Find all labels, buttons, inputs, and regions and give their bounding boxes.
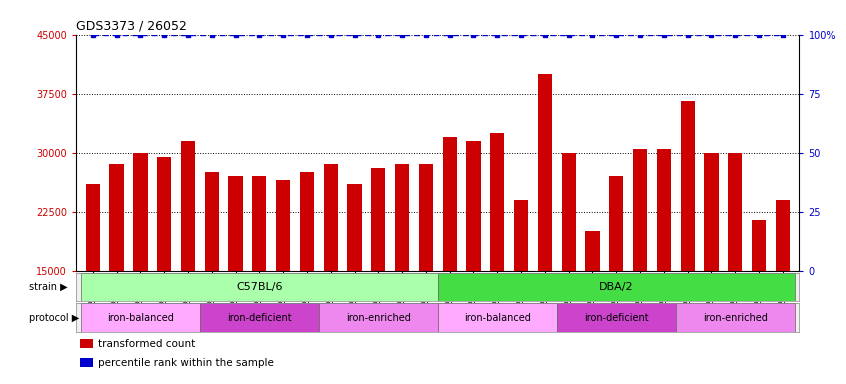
Bar	[633, 149, 647, 384]
Bar	[395, 164, 409, 384]
Text: DBA/2: DBA/2	[599, 282, 634, 292]
Bar	[200, 303, 319, 332]
Text: iron-deficient: iron-deficient	[584, 313, 649, 323]
Bar	[419, 164, 433, 384]
Bar	[442, 137, 457, 384]
Bar	[80, 358, 93, 367]
Text: C57BL/6: C57BL/6	[236, 282, 283, 292]
Bar	[676, 303, 794, 332]
Bar	[437, 303, 557, 332]
Bar	[609, 176, 624, 384]
Text: strain ▶: strain ▶	[29, 282, 68, 292]
Bar	[319, 303, 437, 332]
Bar	[276, 180, 290, 384]
Bar	[371, 169, 386, 384]
Bar	[348, 184, 361, 384]
Bar	[538, 74, 552, 384]
Bar	[81, 273, 437, 301]
Bar	[205, 172, 219, 384]
Bar	[466, 141, 481, 384]
Bar	[752, 220, 766, 384]
Bar	[437, 273, 794, 301]
Bar	[656, 149, 671, 384]
Text: iron-balanced: iron-balanced	[464, 313, 530, 323]
Bar	[728, 153, 742, 384]
Bar	[157, 157, 171, 384]
Bar	[133, 153, 147, 384]
Text: iron-balanced: iron-balanced	[107, 313, 173, 323]
Text: GDS3373 / 26052: GDS3373 / 26052	[76, 19, 187, 32]
Bar	[80, 339, 93, 348]
Bar	[776, 200, 790, 384]
Bar	[562, 153, 576, 384]
Bar	[490, 133, 504, 384]
Bar	[109, 164, 124, 384]
Text: iron-enriched: iron-enriched	[346, 313, 411, 323]
Bar	[85, 184, 100, 384]
Bar	[585, 231, 600, 384]
Bar	[181, 141, 195, 384]
Text: protocol ▶: protocol ▶	[29, 313, 80, 323]
Text: iron-enriched: iron-enriched	[703, 313, 767, 323]
Text: percentile rank within the sample: percentile rank within the sample	[98, 358, 274, 368]
Bar	[557, 303, 676, 332]
Bar	[299, 172, 314, 384]
Bar	[680, 101, 695, 384]
Bar	[514, 200, 528, 384]
Bar	[252, 176, 266, 384]
Text: transformed count: transformed count	[98, 339, 195, 349]
Bar	[323, 164, 338, 384]
Bar	[704, 153, 718, 384]
Bar	[228, 176, 243, 384]
Text: iron-deficient: iron-deficient	[227, 313, 292, 323]
Bar	[81, 303, 200, 332]
